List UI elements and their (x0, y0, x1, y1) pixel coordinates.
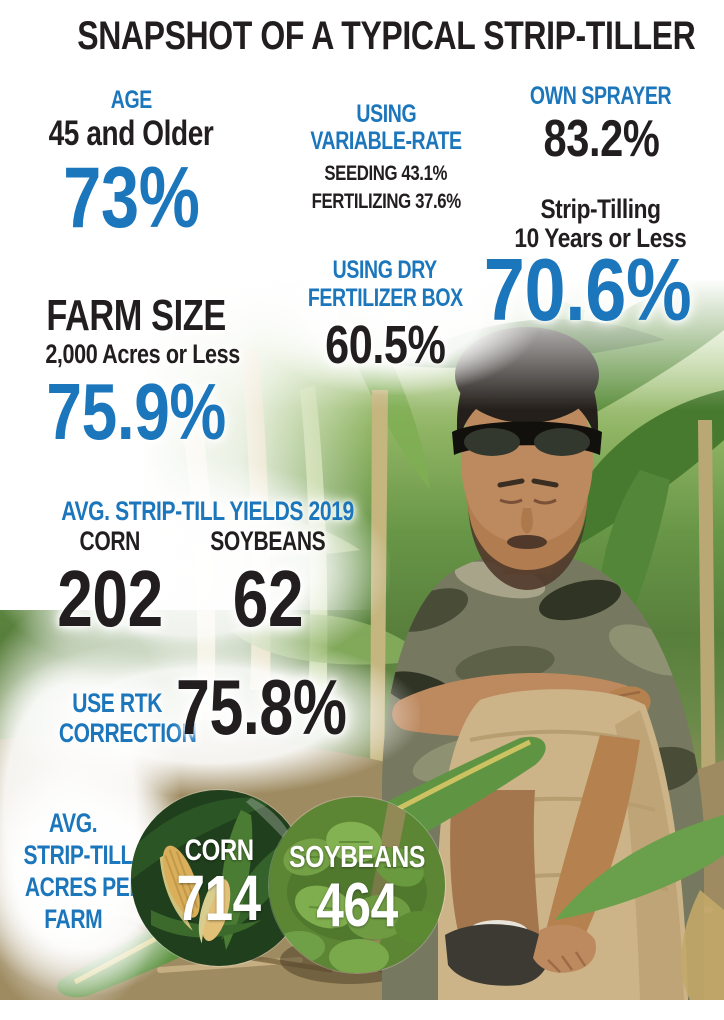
corn-circle-label: CORN (184, 834, 254, 867)
stat-rtk-value: 75.8% (176, 668, 395, 746)
page-title-text: SNAPSHOT OF A TYPICAL STRIP-TILLER (77, 14, 696, 58)
stat-experience-value: 70.6% (455, 246, 720, 334)
stat-variable-rate: USING VARIABLE-RATE SEEDING 43.1% FERTIL… (286, 100, 486, 213)
stat-experience: Strip-Tilling 10 Years or Less (490, 195, 710, 252)
soybeans-circle-label: SOYBEANS (288, 839, 425, 874)
acres-label-line3: ACRES PER (24, 871, 145, 902)
experience-sub-line1: Strip-Tilling (539, 194, 661, 224)
beard (468, 505, 587, 590)
own-sprayer-label: OWN SPRAYER (530, 82, 672, 110)
acres-label-line4: FARM (43, 903, 103, 934)
corn-circle-value: 714 (176, 862, 262, 934)
own-sprayer-value: 83.2% (543, 110, 659, 168)
stat-yields-title: AVG. STRIP-TILL YIELDS 2019 (20, 498, 354, 525)
yields-soy-value: 62 (232, 554, 303, 643)
stat-rtk-label: USE RTK CORRECTION (20, 688, 197, 748)
eyes-closed (499, 498, 557, 505)
variable-rate-seeding: SEEDING 43.1% (324, 162, 448, 185)
age-sub: 45 and Older (48, 114, 214, 153)
nose (521, 508, 533, 534)
variable-rate-fertilizing: FERTILIZING 37.6% (311, 190, 461, 213)
age-value: 73% (62, 150, 200, 246)
rtk-value: 75.8% (176, 663, 347, 751)
variable-rate-label-line1: USING (356, 100, 416, 128)
page-title: SNAPSHOT OF A TYPICAL STRIP-TILLER (0, 16, 724, 56)
stat-age: AGE 45 and Older 73% (21, 86, 241, 246)
experience-value: 70.6% (483, 240, 692, 339)
yields-corn-value: 202 (57, 554, 163, 643)
rtk-label-line1: USE RTK (72, 688, 162, 718)
farm-size-label: FARM SIZE (46, 291, 226, 340)
soybeans-photo (269, 797, 445, 973)
stat-dry-fertilizer: USING DRY FERTILIZER BOX 60.5% (280, 256, 490, 375)
age-label: AGE (110, 86, 152, 114)
rtk-label-line2: CORRECTION (58, 718, 197, 749)
yields-title: AVG. STRIP-TILL YIELDS 2019 (61, 496, 354, 526)
forearm-down (545, 735, 640, 953)
dry-fertilizer-value: 60.5% (324, 315, 446, 375)
variable-rate-label-line2: VARIABLE-RATE (310, 127, 462, 155)
acres-label-line1: AVG. (48, 808, 98, 838)
eyebrows (497, 478, 559, 488)
shoe (445, 924, 549, 986)
stat-own-sprayer: OWN SPRAYER 83.2% (491, 82, 711, 168)
yields-soy-label: SOYBEANS (209, 526, 326, 556)
hand-ground (533, 924, 596, 973)
acres-label-line2: STRIP-TILL (23, 839, 134, 870)
dry-fertilizer-label-line1: USING DRY (332, 256, 438, 284)
soybeans-acres-circle: SOYBEANS 464 (269, 797, 445, 973)
mustache (507, 535, 547, 549)
stat-yields-soybeans: SOYBEANS 62 (190, 528, 345, 639)
stat-farm-size: FARM SIZE 2,000 Acres or Less 75.9% (21, 294, 251, 452)
leg (450, 790, 540, 940)
stat-acres-label: AVG. STRIP-TILL ACRES PER FARM (8, 808, 144, 935)
farm-size-sub: 2,000 Acres or Less (45, 339, 240, 369)
dry-fertilizer-label-line2: FERTILIZER BOX (307, 283, 463, 312)
farm-size-value: 75.9% (46, 367, 226, 456)
stat-yields-corn: CORN 202 (30, 528, 190, 639)
experience-sub-line2: 10 Years or Less (514, 222, 686, 253)
soybeans-circle-value: 464 (316, 871, 398, 940)
yields-corn-label: CORN (79, 526, 141, 556)
